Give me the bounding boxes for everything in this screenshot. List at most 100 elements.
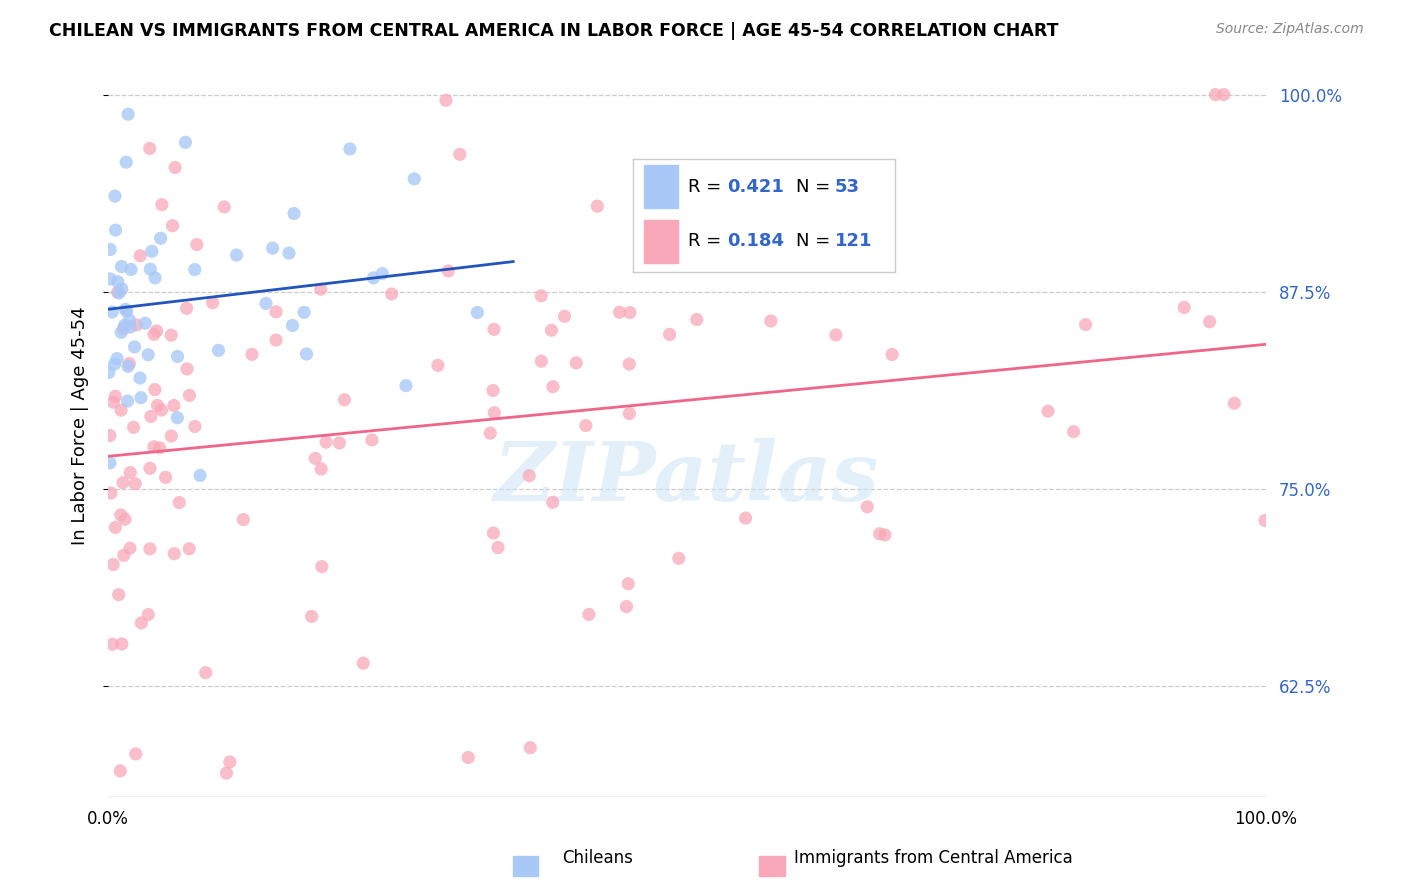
Point [619, 407, 641, 421]
Point [658, 327, 681, 342]
Point [143, 383, 166, 397]
FancyBboxPatch shape [644, 165, 678, 209]
FancyBboxPatch shape [644, 219, 678, 263]
Point [1173, 301, 1195, 315]
Point [125, 747, 148, 761]
Point [759, 314, 782, 328]
Point [101, 637, 124, 651]
Text: N =: N = [796, 178, 835, 196]
Point [1198, 315, 1220, 329]
Point [165, 161, 187, 175]
Point [517, 468, 540, 483]
Point [101, 558, 124, 572]
Point [873, 528, 896, 542]
Text: N =: N = [796, 232, 835, 251]
Point [619, 305, 641, 319]
Point [482, 384, 505, 398]
Point [120, 320, 142, 334]
Point [519, 740, 541, 755]
Point [254, 296, 277, 310]
Point [371, 267, 394, 281]
Point [118, 541, 141, 556]
Point [240, 347, 263, 361]
Point [176, 362, 198, 376]
Point [103, 395, 125, 409]
Point [122, 420, 145, 434]
Point [619, 357, 641, 371]
Point [479, 426, 502, 441]
Point [111, 475, 134, 490]
Point [283, 206, 305, 220]
Point [112, 549, 135, 563]
Point [333, 392, 356, 407]
Point [129, 249, 152, 263]
Point [104, 223, 127, 237]
Text: Immigrants from Central America: Immigrants from Central America [794, 849, 1073, 867]
Point [174, 136, 197, 150]
Point [530, 289, 553, 303]
Point [277, 246, 299, 260]
Point [98, 243, 121, 257]
Text: 121: 121 [835, 232, 872, 251]
Point [98, 428, 121, 442]
Point [295, 347, 318, 361]
Text: 0.184: 0.184 [727, 232, 785, 251]
Point [426, 359, 449, 373]
Point [1204, 87, 1226, 102]
Point [541, 495, 564, 509]
Point [825, 327, 848, 342]
Point [686, 312, 709, 326]
Point [486, 541, 509, 555]
Point [482, 322, 505, 336]
Point [114, 318, 136, 333]
Point [150, 197, 173, 211]
Point [107, 285, 129, 300]
Point [201, 295, 224, 310]
Point [104, 389, 127, 403]
Point [97, 366, 120, 380]
Point [482, 526, 505, 541]
Point [1036, 404, 1059, 418]
Point [578, 607, 600, 622]
Point [437, 264, 460, 278]
Text: 53: 53 [835, 178, 860, 196]
Point [142, 440, 165, 454]
Text: CHILEAN VS IMMIGRANTS FROM CENTRAL AMERICA IN LABOR FORCE | AGE 45-54 CORRELATIO: CHILEAN VS IMMIGRANTS FROM CENTRAL AMERI… [49, 22, 1059, 40]
Point [166, 410, 188, 425]
Point [110, 260, 132, 274]
Point [292, 305, 315, 319]
Point [129, 371, 152, 385]
Point [434, 93, 457, 107]
Point [98, 456, 121, 470]
Point [117, 359, 139, 374]
Point [586, 199, 609, 213]
Point [565, 356, 588, 370]
Point [167, 495, 190, 509]
Point [328, 436, 350, 450]
Point [149, 231, 172, 245]
Point [186, 237, 208, 252]
Point [110, 326, 132, 340]
Point [484, 406, 506, 420]
Point [215, 766, 238, 780]
Point [554, 310, 576, 324]
Point [467, 305, 489, 319]
Point [381, 287, 404, 301]
Point [141, 244, 163, 259]
Point [114, 302, 136, 317]
Point [264, 333, 287, 347]
Point [1223, 396, 1246, 410]
Point [225, 248, 247, 262]
Point [124, 340, 146, 354]
Point [179, 541, 201, 556]
Point [120, 466, 142, 480]
Point [395, 378, 418, 392]
Point [309, 462, 332, 476]
Point [361, 433, 384, 447]
Point [110, 764, 132, 778]
Point [160, 328, 183, 343]
Point [315, 435, 337, 450]
Point [117, 107, 139, 121]
Point [162, 219, 184, 233]
Point [1074, 318, 1097, 332]
